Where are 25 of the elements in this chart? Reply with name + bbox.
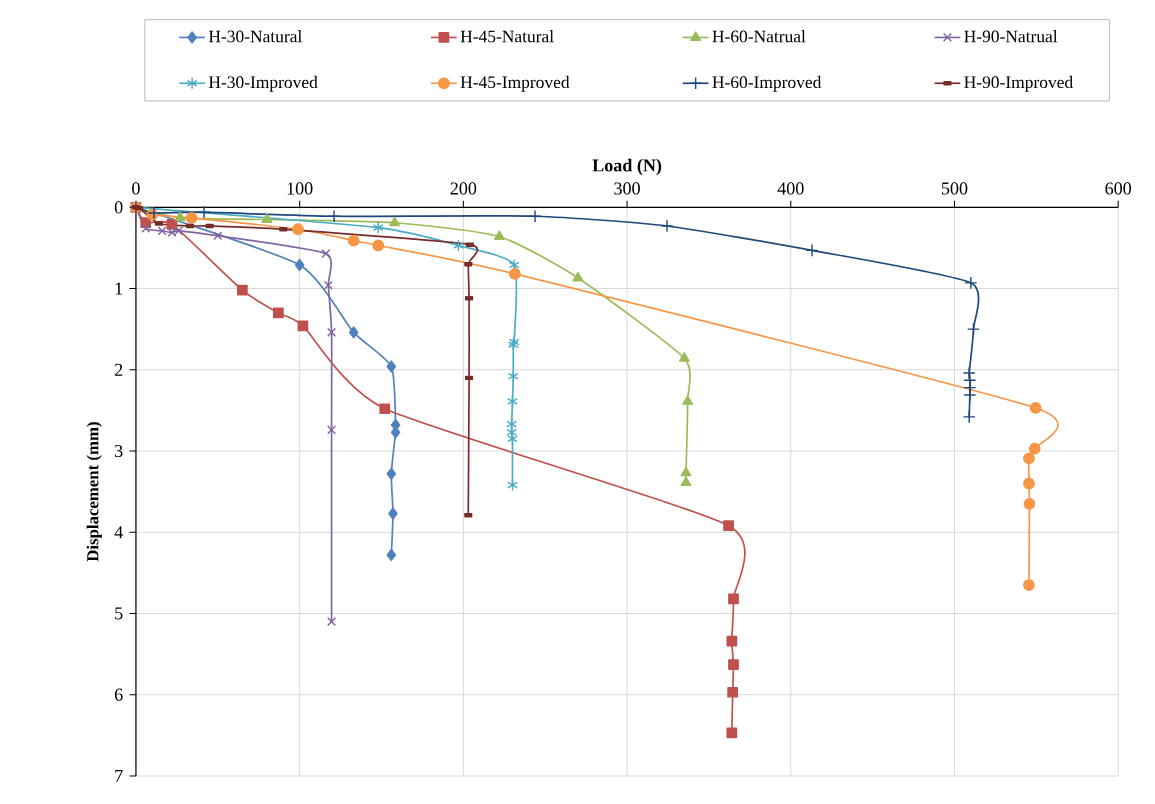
legend-label: H-30-Natural: [208, 30, 302, 43]
legend-label: H-45-Improved: [460, 75, 570, 92]
y-tick-label: 4: [114, 526, 123, 539]
legend-label: H-45-Natural: [460, 30, 554, 43]
y-tick-label: 2: [114, 363, 123, 376]
legend-label: H-60-Natrual: [712, 30, 806, 43]
y-tick-label: 6: [114, 688, 123, 701]
y-tick-label: 7: [115, 769, 123, 782]
legend-label: H-60-Improved: [712, 75, 822, 92]
x-tick-label: 100: [287, 182, 313, 195]
x-tick-label: 300: [614, 182, 640, 195]
x-tick-label: 400: [777, 182, 804, 195]
legend-label: H-90-Natrual: [964, 30, 1058, 43]
legend-label: H-90-Improved: [964, 75, 1073, 92]
x-axis-title: Load (N): [592, 158, 662, 176]
x-tick-label: 500: [941, 182, 968, 195]
y-axis-title: Displacement (mm): [86, 422, 102, 562]
x-tick-label: 0: [132, 182, 140, 195]
y-tick-label: 3: [115, 444, 123, 458]
x-tick-label: 200: [450, 182, 477, 195]
legend-label: H-30-Improved: [208, 75, 318, 92]
x-tick-label: 600: [1105, 182, 1132, 195]
y-tick-label: 0: [114, 201, 123, 214]
y-tick-label: 1: [115, 282, 123, 295]
y-tick-label: 5: [115, 607, 123, 620]
